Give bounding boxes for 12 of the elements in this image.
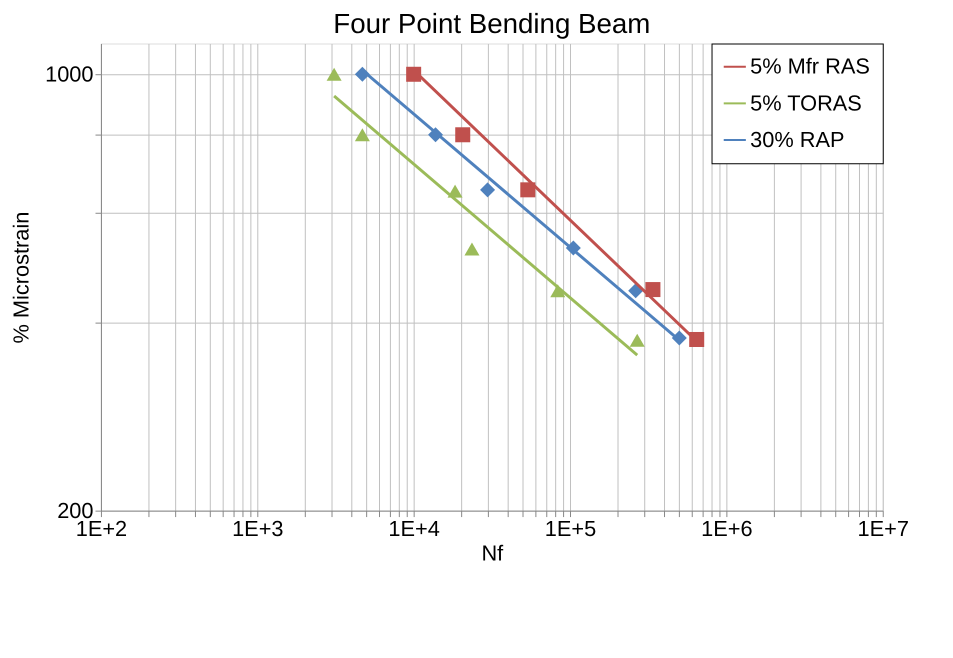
- x-tick-label: 1E+3: [232, 516, 284, 541]
- legend-label: 5% Mfr RAS: [750, 54, 870, 79]
- chart-title: Four Point Bending Beam: [333, 8, 650, 40]
- x-axis-title: Nf: [481, 540, 504, 566]
- x-tick-label: 1E+4: [388, 516, 440, 541]
- x-tick-label: 1E+5: [544, 516, 596, 541]
- legend-label: 5% TORAS: [750, 90, 862, 116]
- y-axis-title: % Microstrain: [8, 212, 34, 344]
- y-tick-label: 1000: [45, 62, 94, 87]
- x-tick-label: 1E+6: [701, 516, 753, 541]
- x-tick-label: 1E+7: [858, 516, 909, 541]
- legend-label: 30% RAP: [750, 126, 845, 152]
